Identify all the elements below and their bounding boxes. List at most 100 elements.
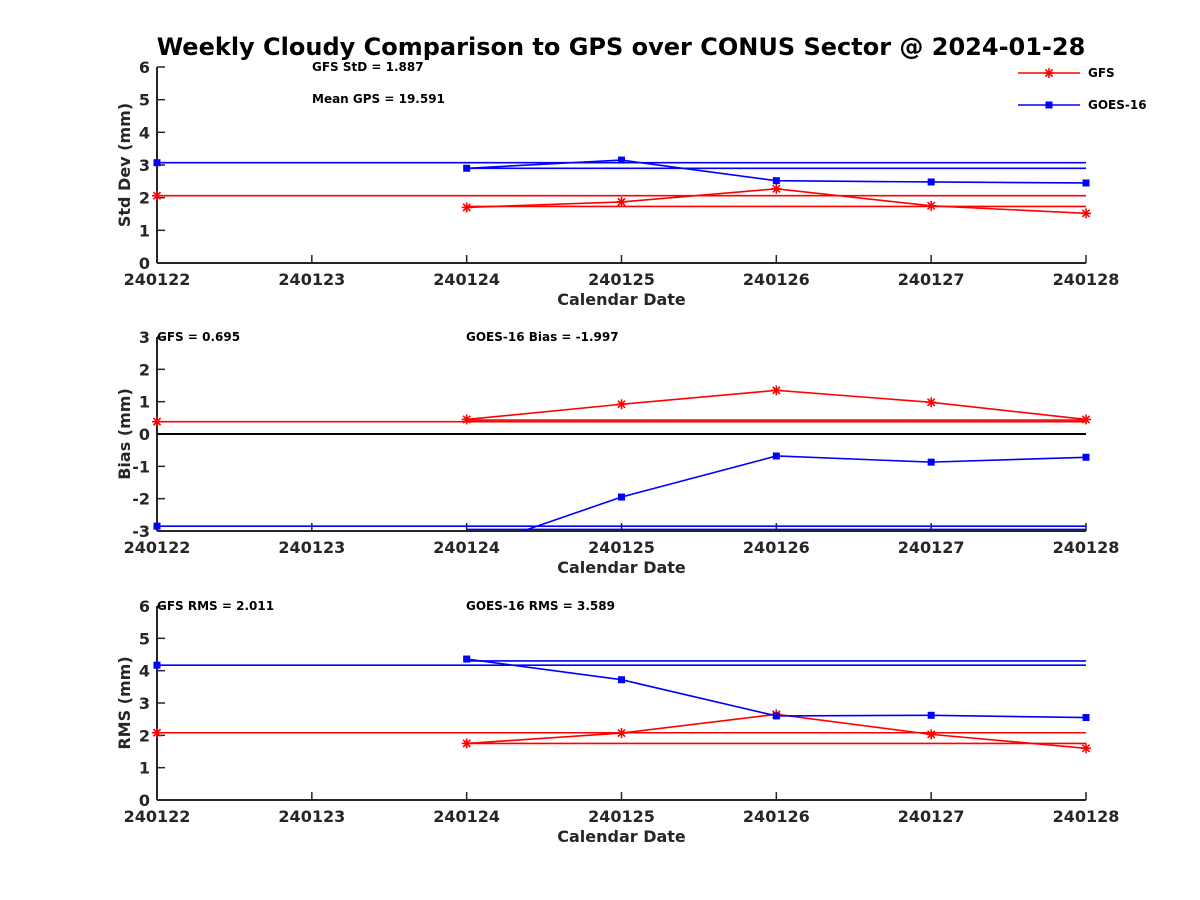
y-tick-label: 2 (139, 726, 150, 745)
y-tick-label: 3 (139, 328, 150, 347)
data-point-gfs-stroke-3 (617, 400, 626, 409)
x-tick-label: 240123 (278, 807, 345, 826)
x-tick-label: 240126 (743, 807, 810, 826)
x-tick-label: 240122 (124, 270, 191, 289)
data-point-gfs-stroke-3 (927, 398, 936, 407)
reference-line-marker (153, 159, 161, 167)
y-axis-label: Std Dev (mm) (115, 103, 134, 227)
x-tick-label: 240127 (898, 807, 965, 826)
x-tick-label: 240125 (588, 807, 655, 826)
reference-line-marker (153, 522, 161, 530)
reference-line-marker (152, 416, 162, 427)
data-point-goes-16 (927, 178, 935, 186)
reference-line-marker (152, 727, 162, 738)
annotation-text: Mean GPS = 19.591 (312, 92, 445, 106)
data-point-goes-16 (1082, 179, 1090, 187)
y-tick-label: 3 (139, 156, 150, 175)
data-point-gfs (1081, 208, 1091, 219)
data-point-gfs-stroke-3 (462, 415, 471, 424)
y-tick-label: 6 (139, 58, 150, 77)
x-axis-label: Calendar Date (557, 290, 686, 309)
data-point-gfs (616, 196, 627, 207)
panel-data (157, 389, 1087, 531)
data-point-gfs-stroke-3 (1081, 415, 1091, 424)
y-tick-label: -3 (132, 522, 150, 541)
data-point-goes-16 (772, 452, 780, 460)
y-tick-label: 5 (139, 91, 150, 110)
data-point-gfs (926, 729, 937, 740)
y-tick-label: 4 (139, 662, 150, 681)
chart-title: Weekly Cloudy Comparison to GPS over CON… (157, 33, 1086, 61)
data-point-gfs (771, 385, 782, 396)
data-point-gfs-stroke-3 (927, 730, 936, 739)
legend-label: GFS (1088, 66, 1115, 80)
panel-rms: 240122 240123 240124 240125 240126 240127 2401… (115, 597, 1119, 846)
data-point-goes-16 (618, 493, 625, 501)
y-axis-label: Bias (mm) (115, 388, 134, 480)
x-axis-label: Calendar Date (557, 827, 686, 846)
data-point-gfs (461, 414, 472, 425)
x-tick-label: 240128 (1053, 807, 1120, 826)
legend-entry-goes-16: GOES-16 (1018, 98, 1147, 112)
data-point-gfs-stroke-3 (1081, 744, 1091, 753)
data-point-gfs-stroke-3 (462, 739, 471, 748)
y-tick-label: 0 (139, 425, 150, 444)
data-point-gfs (616, 728, 627, 739)
legend: GFS GOES-16 (1018, 66, 1147, 112)
reference-line-marker-stroke-3 (152, 728, 162, 737)
data-point-goes-16 (1082, 453, 1090, 461)
y-tick-label: 5 (139, 629, 150, 648)
panel-bias: 240122 240123 240124 240125 240126 240127 2401… (115, 328, 1119, 577)
x-tick-label: 240128 (1053, 270, 1120, 289)
data-point-gfs (926, 397, 937, 408)
y-tick-label: 3 (139, 694, 150, 713)
reference-line-marker (153, 661, 161, 669)
annotation-text: GFS StD = 1.887 (312, 60, 424, 74)
data-point-goes-16 (927, 711, 935, 719)
x-tick-label: 240122 (124, 538, 191, 557)
x-tick-label: 240123 (278, 538, 345, 557)
data-point-gfs-stroke-3 (927, 201, 936, 210)
data-point-goes-16 (772, 712, 780, 720)
data-point-gfs-stroke-3 (772, 386, 781, 395)
x-tick-label: 240124 (433, 807, 500, 826)
x-axis-label: Calendar Date (557, 558, 686, 577)
x-tick-label: 240126 (743, 270, 810, 289)
data-point-gfs (1081, 414, 1091, 425)
data-point-goes-16 (927, 458, 935, 466)
x-tick-label: 240124 (433, 270, 500, 289)
y-tick-label: 2 (139, 360, 150, 379)
data-point-goes-16 (463, 655, 471, 663)
data-point-goes-16 (772, 177, 780, 185)
data-point-goes-16 (618, 676, 625, 684)
x-tick-label: 240126 (743, 538, 810, 557)
data-point-gfs-stroke-3 (772, 184, 781, 194)
y-tick-label: -2 (132, 490, 150, 509)
panel-std: 240122 240123 240124 240125 240126 240127 2401… (115, 58, 1119, 309)
y-tick-label: 2 (139, 189, 150, 208)
panels: 240122 240123 240124 240125 240126 240127 2401… (115, 58, 1119, 846)
y-tick-label: 0 (139, 254, 150, 273)
data-point-gfs-stroke-3 (1081, 209, 1091, 218)
data-point-gfs (616, 399, 627, 410)
data-point-gfs (461, 738, 472, 749)
data-point-gfs (771, 183, 782, 194)
y-axis-label: RMS (mm) (115, 656, 134, 749)
y-tick-label: 0 (139, 791, 150, 810)
annotation-text: GFS RMS = 2.011 (157, 599, 274, 613)
annotation-text: GOES-16 Bias = -1.997 (466, 330, 619, 344)
series-line-goes-16 (466, 658, 1087, 719)
reference-line-marker (152, 190, 162, 201)
y-tick-label: 1 (139, 393, 150, 412)
x-tick-label: 240128 (1053, 538, 1120, 557)
legend-marker (1044, 68, 1054, 78)
legend-entry-gfs: GFS (1018, 66, 1115, 80)
data-point-goes-16 (618, 156, 625, 164)
data-point-gfs-stroke-3 (617, 197, 626, 207)
annotation-text: GFS = 0.695 (157, 330, 240, 344)
legend-label: GOES-16 (1088, 98, 1147, 112)
y-tick-label: 6 (139, 597, 150, 616)
reference-line-marker-stroke-3 (152, 417, 162, 426)
annotation-text: GOES-16 RMS = 3.589 (466, 599, 615, 613)
